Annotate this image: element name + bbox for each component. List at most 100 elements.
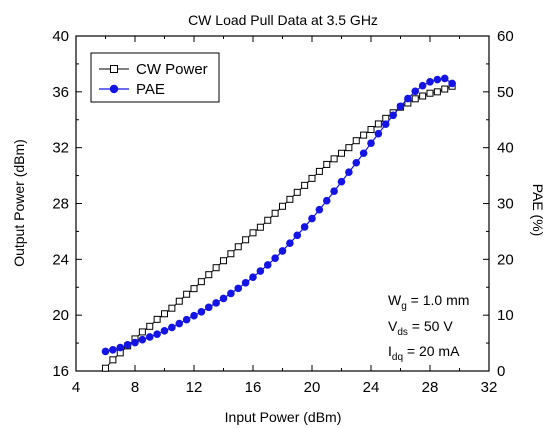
y-right-tick-label: 30 [497,196,514,213]
data-point-pae [116,343,125,352]
data-point-pae [345,168,353,177]
y-axis-right: 0 10 20 30 40 50 60 [483,28,514,380]
annotation-vds: Vds = 50 V [388,318,453,338]
legend-box [90,52,220,103]
data-point-cw-power [146,322,154,330]
data-point-pae [278,247,287,255]
annotation-block: Wg = 1.0 mm Vds = 50 V Idq = 20 mA [388,292,469,363]
x-tick-label: 16 [245,379,262,396]
x-axis-title: Input Power (dBm) [225,409,342,425]
y-right-tick-label: 0 [497,363,505,380]
data-point-pae [330,187,338,196]
data-point-pae [396,102,405,111]
y-axis-left: 16 20 24 28 32 36 40 [52,28,82,380]
data-point-pae [440,74,449,83]
data-point-pae [175,319,184,328]
y-right-tick-label: 10 [497,307,514,324]
data-point-pae [249,273,257,282]
data-point-pae [308,214,316,223]
y-left-tick-label: 28 [52,196,69,213]
x-tick-label: 20 [304,379,321,396]
data-point-pae [374,129,383,138]
data-point-cw-power [367,126,375,134]
data-point-pae [411,87,420,96]
x-tick-label: 12 [186,379,203,396]
data-point-cw-power [183,290,191,298]
data-point-pae [153,330,161,338]
data-point-pae [219,294,228,303]
x-tick-label: 24 [363,379,380,396]
data-point-cw-power [338,149,345,157]
y-left-tick-label: 36 [52,84,69,101]
data-point-cw-power [293,188,301,196]
data-point-pae [367,139,375,147]
legend-pae-label: PAE [136,81,165,98]
data-point-cw-power [279,202,286,210]
x-tick-label: 8 [131,379,139,396]
data-point-pae [160,327,169,335]
data-point-pae [182,315,191,324]
data-point-cw-power [197,278,205,286]
data-point-cw-power [190,285,198,293]
data-point-cw-power [242,236,250,244]
y-right-tick-label: 40 [497,140,514,157]
data-point-cw-power [102,364,109,372]
data-point-cw-power [227,250,235,258]
data-point-cw-power [175,297,183,305]
data-point-pae [286,239,294,247]
legend-cw-power-marker [110,65,118,73]
data-point-cw-power [264,216,272,224]
data-point-cw-power [109,356,117,364]
data-point-pae [197,308,206,316]
y-axis-left-title: Output Power (dBm) [11,139,27,267]
data-point-cw-power [161,310,168,318]
y-left-tick-label: 24 [52,251,69,268]
data-point-cw-power [234,243,242,251]
data-point-cw-power [360,131,368,139]
x-tick-label: 4 [72,379,80,396]
data-point-pae [234,284,243,293]
data-point-pae [359,149,368,158]
y-left-tick-label: 32 [52,140,69,157]
data-point-pae [256,267,265,275]
data-point-cw-power [286,195,294,203]
data-point-pae [145,333,154,341]
data-point-cw-power [308,174,316,182]
y-left-tick-label: 20 [52,307,69,324]
data-point-pae [227,289,235,298]
data-point-cw-power [330,155,338,163]
data-point-cw-power [323,160,331,168]
y-right-tick-label: 20 [497,251,514,268]
data-point-pae [271,254,279,263]
data-point-cw-power [256,223,264,231]
data-point-pae [433,75,442,84]
data-point-pae [300,223,309,231]
data-point-pae [315,205,324,214]
data-point-cw-power [138,328,146,336]
data-point-cw-power [441,85,449,93]
series-line-pae [105,77,453,353]
annotation-idq: Idq = 20 mA [388,343,460,363]
data-point-pae [448,79,456,88]
data-point-cw-power [249,229,257,237]
data-point-pae [263,261,272,269]
data-point-pae [131,338,139,347]
x-tick-label: 32 [481,379,498,396]
legend-pae-marker [109,84,119,94]
data-point-cw-power [352,137,360,145]
data-point-pae [190,311,198,320]
data-point-cw-power [205,271,213,279]
data-point-pae [426,77,434,86]
legend: CW Power PAE [90,52,220,103]
data-point-cw-power [153,315,161,323]
data-point-cw-power [419,92,427,100]
data-point-cw-power [212,264,220,272]
series-layer [101,74,456,372]
data-point-cw-power [426,89,434,97]
data-point-pae [352,158,361,167]
y-left-tick-label: 16 [52,363,69,380]
data-point-cw-power [220,257,227,265]
chart-title: CW Load Pull Data at 3.5 GHz [188,12,378,28]
data-point-pae [404,94,412,103]
